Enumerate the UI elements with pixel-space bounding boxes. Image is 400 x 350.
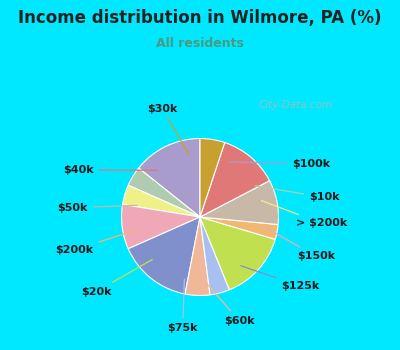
Wedge shape xyxy=(200,139,225,217)
Text: Income distribution in Wilmore, PA (%): Income distribution in Wilmore, PA (%) xyxy=(18,9,382,27)
Text: All residents: All residents xyxy=(156,37,244,50)
Wedge shape xyxy=(200,217,275,290)
Wedge shape xyxy=(200,217,278,239)
Text: $100k: $100k xyxy=(229,159,330,169)
Text: $40k: $40k xyxy=(63,165,158,175)
Text: $125k: $125k xyxy=(241,266,320,291)
Text: $50k: $50k xyxy=(58,203,137,212)
Wedge shape xyxy=(139,139,200,217)
Text: $30k: $30k xyxy=(147,104,189,154)
Text: $20k: $20k xyxy=(81,260,152,296)
Text: > $200k: > $200k xyxy=(261,201,347,228)
Wedge shape xyxy=(200,181,278,225)
Wedge shape xyxy=(200,217,230,295)
Wedge shape xyxy=(122,185,200,217)
Text: $75k: $75k xyxy=(168,279,198,334)
Text: $10k: $10k xyxy=(255,186,339,202)
Text: City-Data.com: City-Data.com xyxy=(258,100,332,111)
Text: $60k: $60k xyxy=(204,280,254,326)
Text: $150k: $150k xyxy=(263,226,335,261)
Wedge shape xyxy=(128,217,200,294)
Wedge shape xyxy=(200,142,270,217)
Wedge shape xyxy=(122,204,200,249)
Wedge shape xyxy=(185,217,210,295)
Text: $200k: $200k xyxy=(55,230,137,255)
Wedge shape xyxy=(128,168,200,217)
